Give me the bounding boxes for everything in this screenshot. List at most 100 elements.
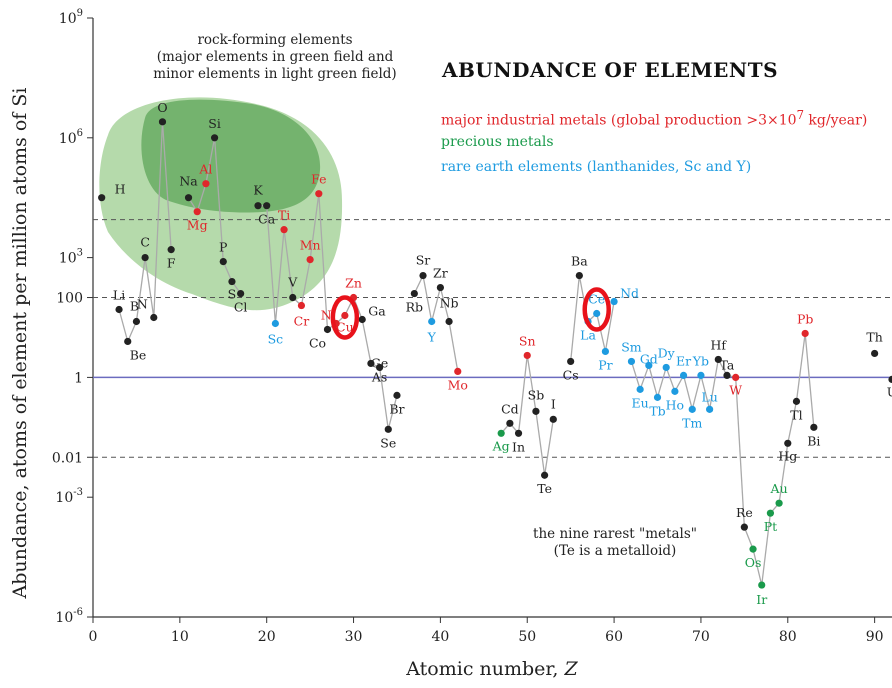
element-label-la: La [580, 327, 596, 342]
element-point-in [514, 429, 523, 437]
element-label-nd: Nd [620, 286, 639, 301]
element-point-cr [297, 301, 306, 310]
element-point-lu [706, 405, 714, 413]
element-point-nd [610, 297, 618, 306]
series-connector-line [543, 419, 554, 476]
element-point-th [871, 349, 879, 358]
series-connector-line [361, 319, 372, 364]
element-label-sn: Sn [519, 333, 536, 348]
element-point-y [428, 317, 436, 326]
element-label-be: Be [130, 347, 147, 362]
element-label-c: C [140, 235, 150, 250]
element-label-h: H [115, 182, 126, 197]
rarest-line-2: (Te is a metalloid) [553, 543, 677, 559]
series-connector-line [656, 367, 667, 398]
x-tick-label: 30 [345, 629, 363, 645]
series-connector-line [318, 193, 329, 330]
element-point-rb [410, 289, 418, 298]
rock-forming-line-2: (major elements in green field and [156, 49, 394, 65]
element-label-si: Si [208, 116, 221, 131]
element-label-tm: Tm [682, 415, 702, 430]
element-point-c [141, 254, 149, 262]
element-label-er: Er [676, 353, 691, 368]
element-label-fe: Fe [311, 172, 326, 187]
element-label-pr: Pr [598, 357, 612, 372]
element-label-ti: Ti [278, 208, 290, 223]
series-connector-line [708, 359, 719, 410]
series-connector-line [378, 367, 389, 430]
rarest-metals-annotation: the nine rarest "metals" (Te is a metall… [500, 526, 730, 560]
series-connector-line [795, 333, 806, 402]
series-connector-line [648, 365, 659, 398]
element-point-cu [341, 311, 349, 320]
series-connector-line [526, 355, 537, 412]
element-point-au [775, 499, 783, 507]
element-point-se [384, 425, 392, 433]
element-point-f [167, 246, 175, 254]
element-label-sc: Sc [268, 331, 284, 346]
element-label-rb: Rb [406, 300, 423, 315]
element-point-sr [419, 271, 427, 280]
element-label-o: O [157, 100, 167, 115]
series-connector-line [274, 229, 285, 324]
element-point-cs [567, 357, 575, 366]
element-label-k: K [253, 183, 263, 198]
series-connector-line [422, 275, 433, 322]
y-tick-label: 10-3 [55, 487, 83, 506]
element-point-b [132, 317, 141, 326]
element-point-ce [593, 309, 601, 318]
element-point-nb [445, 317, 453, 326]
series-connector-line [161, 121, 172, 250]
element-point-re [740, 523, 748, 531]
element-label-s: S [228, 287, 237, 302]
element-point-ba [575, 271, 583, 280]
element-point-tl [792, 397, 801, 405]
element-label-lu: Lu [701, 389, 717, 404]
element-label-ta: Ta [720, 357, 735, 372]
element-label-pb: Pb [797, 311, 813, 326]
y-tick-label: 1 [74, 370, 83, 386]
legend-rare-earth-elements: rare earth elements (lanthanides, Sc and… [441, 159, 752, 175]
element-point-as [375, 363, 384, 372]
element-label-na: Na [179, 174, 198, 189]
element-point-ti [280, 226, 288, 234]
y-tick-label: 10-6 [55, 607, 83, 626]
element-point-k [254, 202, 262, 210]
series-connector-line [630, 361, 641, 390]
element-point-pb [801, 329, 809, 338]
element-point-ir [758, 581, 766, 589]
element-point-be [124, 337, 132, 346]
y-axis-label-container: Abundance, atoms of element per million … [9, 63, 35, 623]
series-connector-line [387, 395, 398, 430]
series-connector-line [213, 137, 224, 262]
element-point-tb [653, 393, 662, 401]
element-label-yb: Yb [692, 353, 709, 368]
series-connector-line [639, 365, 650, 390]
element-point-mg [193, 208, 201, 216]
series-connector-line [431, 287, 442, 322]
element-label-ca: Ca [258, 212, 276, 227]
element-label-mg: Mg [187, 218, 208, 233]
x-tick-label: 40 [431, 629, 449, 645]
element-label-cs: Cs [563, 367, 579, 382]
element-point-er [679, 371, 688, 380]
y-tick-exponent: 9 [77, 8, 83, 19]
series-connector-line [283, 229, 294, 298]
element-point-w [732, 373, 740, 381]
element-label-ir: Ir [756, 592, 767, 607]
element-label-hg: Hg [778, 448, 797, 463]
element-point-hg [784, 439, 792, 447]
series-connector-line [752, 548, 763, 586]
element-label-sm: Sm [621, 339, 642, 354]
element-label-i: I [551, 396, 556, 411]
element-point-ge [367, 359, 375, 368]
series-connector-line [266, 205, 277, 324]
element-point-fe [315, 190, 323, 198]
element-point-ta [723, 371, 731, 380]
series-connector-line [196, 183, 207, 212]
element-point-sn [523, 351, 531, 360]
element-point-hf [714, 355, 722, 364]
rock-forming-line-3: minor elements in light green field) [153, 66, 397, 82]
element-point-yb [697, 371, 705, 380]
legend-industrial-exponent: 7 [796, 108, 804, 122]
